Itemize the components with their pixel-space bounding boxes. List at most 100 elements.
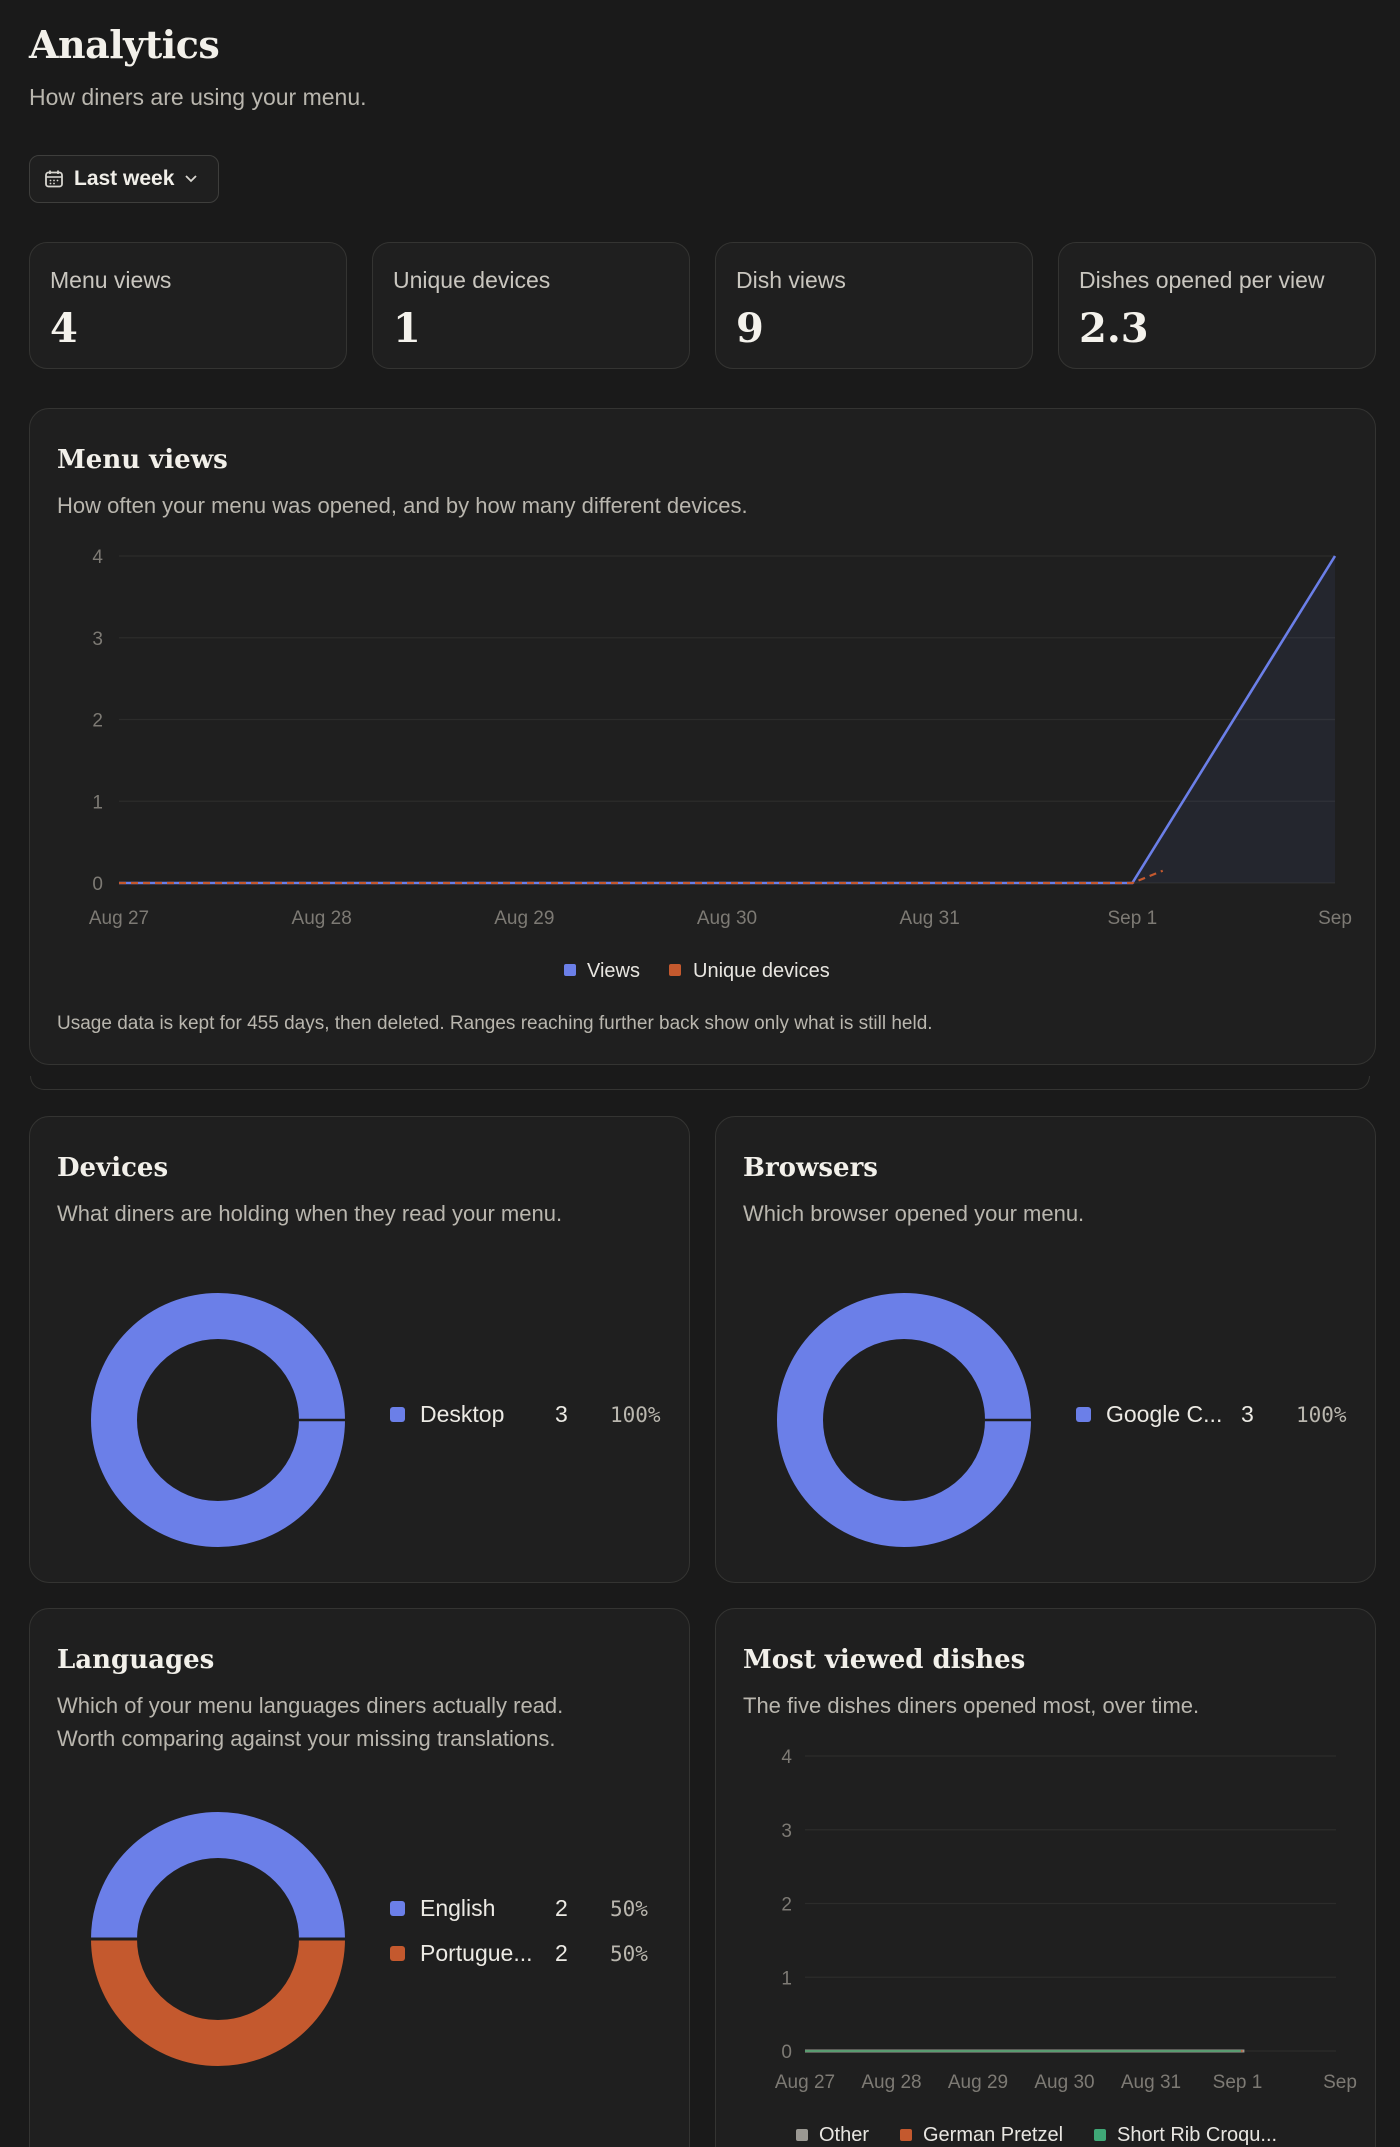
- page-subtitle: How diners are using your menu.: [29, 84, 367, 110]
- stat-label: Unique devices: [393, 267, 551, 293]
- date-range-label: Last week: [74, 167, 175, 190]
- series-line-1: [119, 869, 1164, 885]
- legend-swatch-german-pretzel: [900, 2129, 912, 2141]
- y-tick-label: 4: [92, 547, 103, 568]
- x-tick-label: Aug 28: [292, 908, 352, 929]
- legend-swatch: [390, 1901, 405, 1916]
- card-subtitle: What diners are holding when they read y…: [57, 1201, 563, 1226]
- legend-percent: 50%: [610, 1896, 648, 1921]
- dishes-chart: 0 1 2 3 4 Aug 27 Aug 28 Aug 29 Aug 30 Aug 31 Sep …: [775, 1747, 1357, 2146]
- donut-slice: [777, 1293, 1031, 1547]
- menu-views-chart: 0 1 2 3 4 Aug 27 Aug 28 Aug 29 Aug 30 Aug 31 Sep …: [89, 547, 1352, 982]
- legend-count: 2: [555, 1940, 568, 1966]
- donut-slice: [91, 1938, 345, 2066]
- card-stack-edge: [30, 1076, 1370, 1090]
- x-tick-label: Sep 1: [1213, 2072, 1263, 2093]
- stat-value: 4: [50, 305, 78, 352]
- x-tick-label: Aug 30: [697, 908, 757, 929]
- menu-views-card: Menu views How often your menu was opene…: [29, 408, 1376, 1065]
- devices-donut: [91, 1293, 345, 1547]
- card-subtitle: How often your menu was opened, and by h…: [57, 493, 748, 518]
- languages-legend-row: English 2 50%: [390, 1895, 648, 1922]
- date-range-dropdown[interactable]: Last week: [29, 155, 219, 203]
- browsers-card: Browsers Which browser opened your menu.…: [715, 1116, 1376, 1583]
- calendar-icon: [45, 170, 63, 188]
- card-subtitle: Which browser opened your menu.: [743, 1201, 1085, 1226]
- card-title: Browsers: [743, 1153, 878, 1183]
- card-subtitle: The five dishes diners opened most, over…: [743, 1693, 1200, 1718]
- donut-slice: [91, 1812, 345, 1940]
- x-tick-label: Sep: [1323, 2072, 1357, 2093]
- y-tick-label: 3: [781, 1821, 792, 1842]
- legend-name: Google C...: [1106, 1401, 1223, 1427]
- legend-swatch: [390, 1946, 405, 1961]
- browsers-donut: [777, 1293, 1031, 1547]
- series-area-0: [119, 556, 1335, 883]
- languages-card: Languages Which of your menu languages d…: [29, 1608, 690, 2147]
- y-tick-label: 1: [781, 1968, 792, 1989]
- x-tick-label: Aug 27: [775, 2072, 835, 2093]
- legend-count: 3: [555, 1401, 568, 1427]
- stat-value: 9: [736, 305, 764, 352]
- legend-percent: 100%: [610, 1402, 661, 1427]
- y-tick-label: 3: [92, 629, 103, 650]
- x-tick-label: Aug 29: [494, 908, 554, 929]
- legend-swatch-short-rib: [1094, 2129, 1106, 2141]
- legend-name: Desktop: [420, 1401, 505, 1427]
- legend-swatch-other: [796, 2129, 808, 2141]
- subtitle-line: Worth comparing against your missing tra…: [57, 1726, 556, 1751]
- legend-count: 3: [1241, 1401, 1254, 1427]
- devices-legend-row: Desktop 3 100%: [390, 1401, 661, 1428]
- y-tick-label: 0: [92, 874, 103, 895]
- stat-menu-views: Menu views 4: [29, 242, 347, 369]
- card-title: Devices: [57, 1153, 169, 1183]
- card-title: Most viewed dishes: [743, 1645, 1026, 1675]
- y-tick-label: 2: [781, 1895, 792, 1916]
- devices-card: Devices What diners are holding when the…: [29, 1116, 690, 1583]
- card-title: Menu views: [57, 445, 228, 475]
- card-subtitle: Which of your menu languages diners actu…: [57, 1689, 563, 1755]
- stat-label: Dish views: [736, 267, 846, 293]
- x-tick-label: Aug 31: [900, 908, 960, 929]
- stat-unique-devices: Unique devices 1: [372, 242, 690, 369]
- legend-label-views: Views: [587, 960, 640, 982]
- x-tick-label: Aug 31: [1121, 2072, 1181, 2093]
- legend-name: Portugue...: [420, 1940, 533, 1966]
- legend-label-other: Other: [819, 2124, 869, 2146]
- legend-label-unique-devices: Unique devices: [693, 960, 830, 982]
- stat-label: Dishes opened per view: [1079, 267, 1325, 293]
- legend-label-german-pretzel: German Pretzel: [923, 2124, 1063, 2146]
- stat-dishes-per-view: Dishes opened per view 2.3: [1058, 242, 1376, 369]
- y-tick-label: 4: [781, 1747, 792, 1768]
- stat-dish-views: Dish views 9: [715, 242, 1033, 369]
- legend-swatch: [390, 1407, 405, 1422]
- donut-slice: [91, 1293, 345, 1547]
- legend-label-short-rib: Short Rib Croqu...: [1117, 2124, 1277, 2146]
- x-tick-label: Aug 28: [861, 2072, 921, 2093]
- legend-count: 2: [555, 1895, 568, 1921]
- x-tick-label: Sep 1: [1108, 908, 1158, 929]
- retention-footnote: Usage data is kept for 455 days, then de…: [57, 1013, 933, 1034]
- stat-value: 1: [393, 305, 421, 352]
- stat-value: 2.3: [1079, 305, 1149, 352]
- legend-swatch-views: [564, 964, 576, 976]
- chevron-down-icon: [185, 175, 198, 183]
- legend-percent: 100%: [1296, 1402, 1347, 1427]
- card-title: Languages: [57, 1645, 215, 1675]
- languages-donut: [91, 1812, 345, 2066]
- y-tick-label: 1: [92, 792, 103, 813]
- x-tick-label: Aug 27: [89, 908, 149, 929]
- y-tick-label: 2: [92, 711, 103, 732]
- dishes-card: Most viewed dishes The five dishes diner…: [715, 1608, 1376, 2147]
- browsers-legend-row: Google C... 3 100%: [1076, 1401, 1347, 1428]
- page-title: Analytics: [29, 22, 220, 67]
- x-tick-label: Aug 30: [1034, 2072, 1094, 2093]
- legend-swatch: [1076, 1407, 1091, 1422]
- y-tick-label: 0: [781, 2042, 792, 2063]
- x-tick-label: Aug 29: [948, 2072, 1008, 2093]
- x-tick-label: Sep: [1318, 908, 1352, 929]
- languages-legend-row: Portugue... 2 50%: [390, 1940, 648, 1967]
- subtitle-line: Which of your menu languages diners actu…: [57, 1693, 564, 1718]
- stat-label: Menu views: [50, 267, 172, 293]
- legend-swatch-unique-devices: [669, 964, 681, 976]
